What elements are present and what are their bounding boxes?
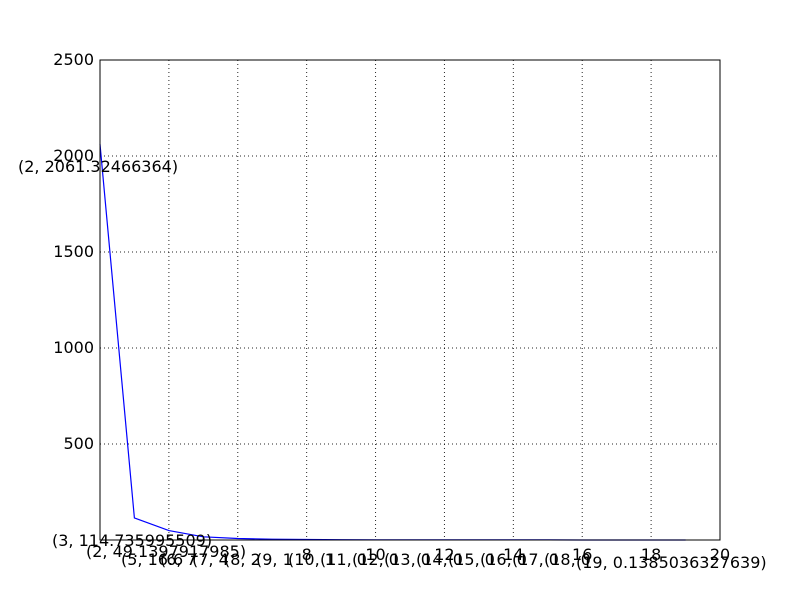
point-label: (9, 1: [256, 550, 293, 569]
x-tick-label: 20: [710, 545, 730, 564]
point-label: (10, 1: [288, 550, 335, 569]
point-labels: (2, 2061.32466364) (3, 114.735995509)(2, …: [18, 157, 767, 572]
x-axis: 8 10 12 14 16 18 20: [302, 545, 731, 564]
y-tick-label: 500: [63, 434, 94, 453]
y-tick-label: 2500: [53, 50, 94, 69]
point-label: (19, 0.1385036327639): [576, 553, 767, 572]
x-tick-label: 8: [302, 545, 312, 564]
plot-frame: [99, 59, 721, 541]
point-label: (7, 4: [192, 550, 229, 569]
gridlines: [100, 60, 720, 540]
x-tick-label: 18: [641, 545, 661, 564]
y-tick-label: 2000: [53, 146, 94, 165]
y-axis: 2500 2000 1500 1000 500: [53, 50, 94, 453]
x-tick-label: 16: [572, 545, 592, 564]
series-line: [99, 144, 686, 541]
point-label: (14, 0: [416, 550, 463, 569]
point-label: (11, 0: [320, 550, 367, 569]
y-tick-label: 1500: [53, 242, 94, 261]
point-label: (5, 16.6: [121, 550, 183, 569]
point-label: (13, 0: [384, 550, 431, 569]
series-layer: [99, 144, 686, 541]
point-label: (17, 0: [512, 550, 559, 569]
point-label: (15, 0: [448, 550, 495, 569]
x-tick-label: 14: [503, 545, 523, 564]
point-label: (8, 2: [224, 550, 261, 569]
y-tick-label: 1000: [53, 338, 94, 357]
point-label: (3, 114.735995509): [52, 531, 212, 550]
point-label: (16, 0: [480, 550, 527, 569]
point-label: (18, 0: [544, 550, 591, 569]
x-tick-label: 10: [365, 545, 385, 564]
point-label: (2, 2061.32466364): [18, 157, 178, 176]
x-tick-label: 12: [434, 545, 454, 564]
point-label: (2, 49.1397917985): [86, 542, 246, 561]
point-label: (6, 7: [160, 550, 197, 569]
point-label: (12, 0: [352, 550, 399, 569]
